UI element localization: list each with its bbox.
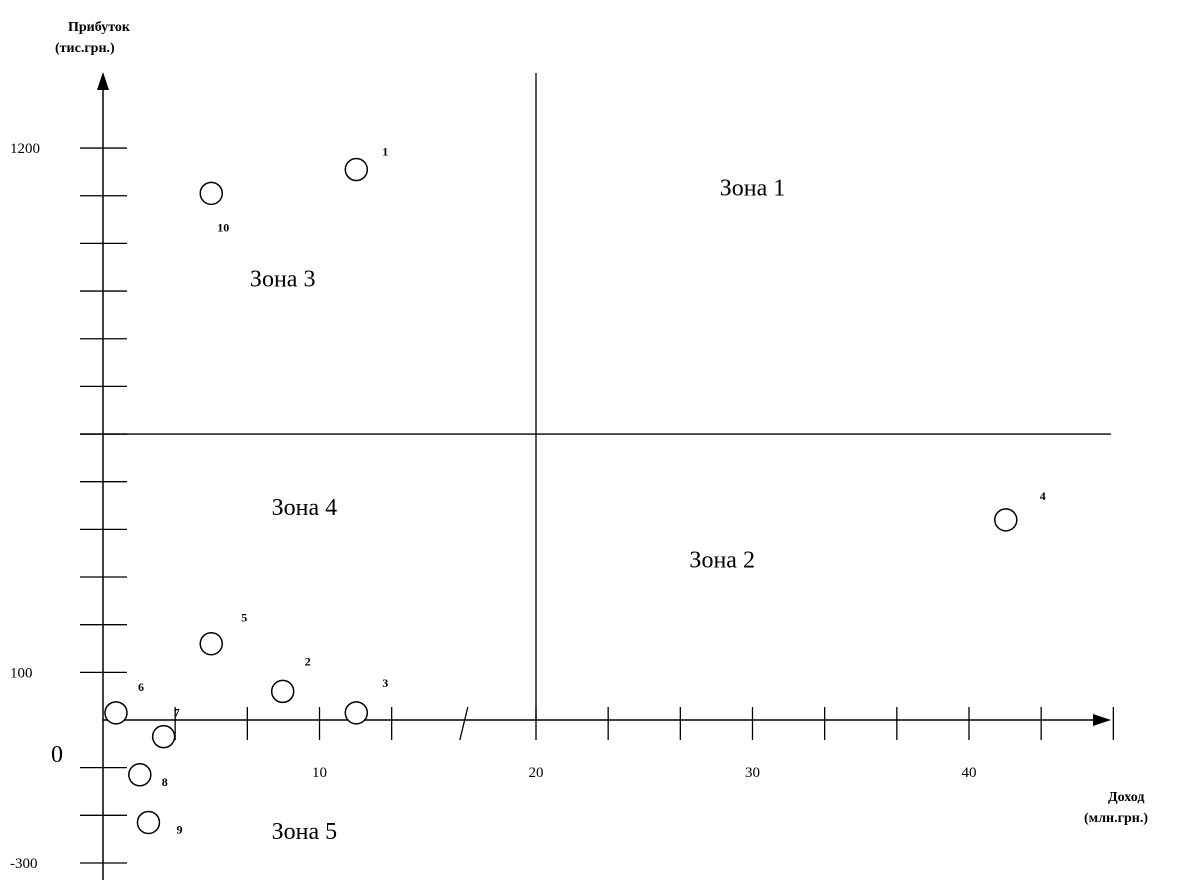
y-axis-arrow [97,72,109,90]
y-axis-title-line2: (тис.грн.) [55,41,115,56]
data-point-circle [104,701,128,725]
data-point-circle [994,508,1018,532]
data-point-label: 9 [176,822,182,836]
data-point-circle [199,631,223,656]
x-axis-arrow [1093,714,1111,726]
zone-labels: Зона 1 Зона 3 Зона 4 Зона 2 Зона 5 [250,176,785,845]
data-point-circle [270,679,295,704]
origin-label: 0 [51,742,63,768]
x-tick-label: 20 [529,765,544,781]
zone-dividers [80,73,1111,720]
data-point-circle [344,157,369,182]
data-point-label: 8 [162,775,168,789]
x-tick-mark [459,706,469,741]
zone-label: Зона 2 [689,547,755,573]
y-tick-label: 100 [10,665,33,681]
x-axis-title-line2: (млн.грн.) [1084,811,1148,826]
data-point-circle [128,763,152,787]
x-tick-label: 10 [312,765,327,781]
data-point-circle [344,701,369,725]
y-tick-label: -300 [10,856,38,872]
x-tick-label: 30 [745,765,760,781]
data-point-label: 2 [305,654,311,668]
data-point-label: 7 [174,706,180,720]
data-point-label: 4 [1040,489,1046,503]
x-axis-title-line1: Доход [1108,790,1144,805]
data-point-label: 3 [382,676,388,690]
data-point-circle [136,810,161,835]
zone-label: Зона 1 [720,176,786,202]
data-point-label: 6 [138,680,144,694]
data-points: 1 10 4 5 2 3 6 7 8 9 [104,145,1046,836]
data-point-circle [151,724,176,749]
data-point-label: 5 [241,611,247,625]
x-tick-label: 40 [962,765,977,781]
zone-label: Зона 3 [250,266,316,292]
zone-label: Зона 4 [272,495,338,521]
y-tick-label: 1200 [10,141,40,157]
axes [97,72,1111,880]
data-point-label: 10 [217,220,229,234]
data-point-label: 1 [382,145,388,159]
data-point-circle [199,181,223,206]
zone-label: Зона 5 [272,819,338,845]
y-axis-title-line1: Прибуток [68,20,131,35]
